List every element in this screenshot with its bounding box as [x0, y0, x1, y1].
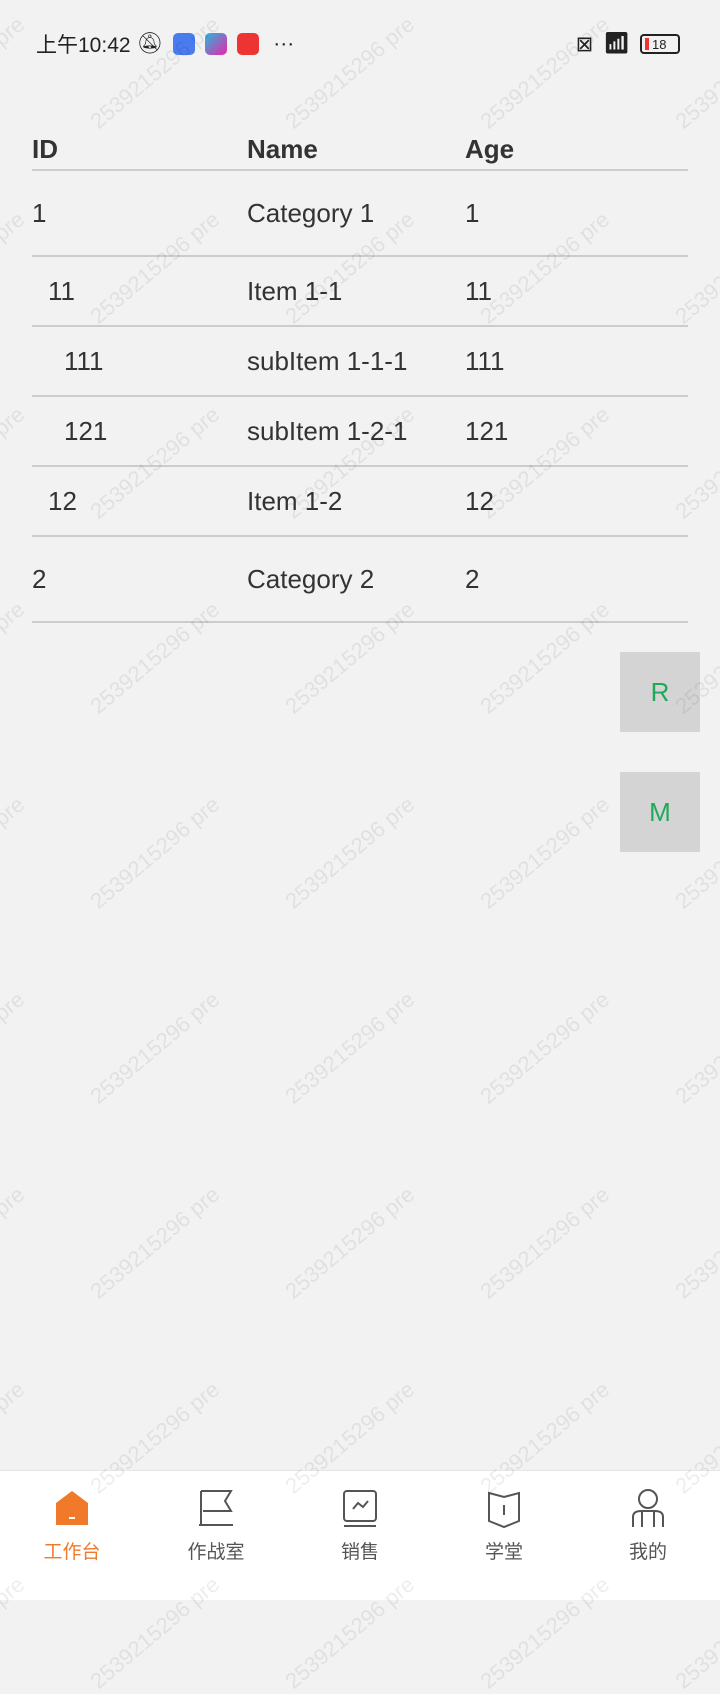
nav-label: 销售 — [340, 1542, 379, 1563]
app-notification-icon — [205, 33, 228, 55]
header-age: Age — [465, 128, 688, 171]
flag-icon — [199, 1490, 233, 1526]
watermark: 2539215296 pre — [0, 986, 30, 1109]
watermark: 2539215296 pre — [85, 986, 225, 1109]
header-id: ID — [32, 128, 247, 171]
app-notification-icon — [173, 33, 196, 55]
table-row[interactable]: 121 subItem 1-2-1 121 — [32, 396, 688, 467]
cell-age: 121 — [465, 396, 688, 467]
header-name: Name — [247, 128, 465, 171]
cell-id: 2 — [32, 536, 247, 623]
watermark: 2539215296 pre — [85, 791, 225, 914]
battery-level: 18 — [652, 36, 667, 52]
cell-name: Category 2 — [247, 536, 465, 623]
cell-name: Item 1-1 — [247, 256, 465, 327]
mute-icon: 🔕︎ — [136, 32, 164, 55]
cell-age: 2 — [465, 536, 688, 623]
watermark: 2539215296 pre — [475, 1181, 615, 1304]
app-notification-icon — [237, 33, 260, 55]
tree-table: ID Name Age 1 Category 1 1 11 Item 1-1 11 111 s… — [32, 128, 688, 623]
watermark: 2539215296 pre — [475, 986, 615, 1109]
battery-icon: 18 — [640, 34, 680, 54]
watermark: 2539215296 pre — [85, 1181, 225, 1304]
watermark: 2539215296 pre — [280, 986, 420, 1109]
cell-id: 1 — [32, 170, 247, 257]
nav-item-academy[interactable]: 学堂 — [432, 1471, 576, 1600]
nav-item-war-room[interactable]: 作战室 — [144, 1471, 288, 1600]
watermark: 2539215296 pre — [0, 11, 30, 134]
cell-id: 12 — [32, 466, 247, 537]
cell-id: 11 — [32, 256, 247, 327]
cell-name: Item 1-2 — [247, 466, 465, 537]
watermark: 2539215296 pre — [280, 1181, 420, 1304]
more-icon: ··· — [273, 32, 295, 55]
nav-label: 作战室 — [187, 1542, 245, 1563]
cell-id: 111 — [32, 326, 247, 397]
cell-age: 11 — [465, 256, 688, 327]
watermark: 2539215296 pre — [0, 206, 30, 329]
home-icon — [56, 1491, 88, 1525]
chart-icon — [343, 1490, 377, 1527]
table-row[interactable]: 11 Item 1-1 11 — [32, 256, 688, 327]
watermark: 2539215296 pre — [280, 791, 420, 914]
watermark: 2539215296 pre — [475, 791, 615, 914]
m-button[interactable]: M — [620, 772, 700, 852]
watermark: 2539215296 pre — [0, 791, 30, 914]
user-icon — [632, 1489, 664, 1527]
status-bar: 上午10:42 🔕︎ ··· ⊠ 📶︎ 18 — [36, 28, 680, 60]
nav-item-me[interactable]: 我的 — [576, 1471, 720, 1600]
nav-label: 我的 — [628, 1542, 667, 1563]
table-row[interactable]: 12 Item 1-2 12 — [32, 466, 688, 537]
cell-age: 111 — [465, 326, 688, 397]
watermark: 2539215296 pre — [670, 1182, 720, 1304]
cell-name: Category 1 — [247, 170, 465, 257]
watermark: 2539215296 pre — [0, 401, 30, 524]
cell-age: 12 — [465, 466, 688, 537]
status-time: 上午10:42 — [36, 34, 131, 57]
wifi-icon: 📶︎ — [603, 32, 630, 55]
watermark: 2539215296 pre — [670, 987, 720, 1109]
cell-name: subItem 1-1-1 — [247, 326, 465, 397]
cell-name: subItem 1-2-1 — [247, 396, 465, 467]
watermark: 2539215296 pre — [0, 1181, 30, 1304]
book-icon — [488, 1491, 520, 1529]
nav-label: 学堂 — [484, 1542, 523, 1563]
no-sim-icon: ⊠ — [575, 32, 594, 56]
bottom-nav: 工作台 作战室 销售 学堂 我的 — [0, 1470, 720, 1600]
cell-age: 1 — [465, 170, 688, 257]
nav-label: 工作台 — [43, 1542, 101, 1563]
nav-item-sales[interactable]: 销售 — [288, 1471, 432, 1600]
r-button[interactable]: R — [620, 652, 700, 732]
nav-item-workbench[interactable]: 工作台 — [0, 1471, 144, 1600]
watermark: 2539215296 pre — [0, 596, 30, 719]
table-row[interactable]: 111 subItem 1-1-1 111 — [32, 326, 688, 397]
cell-id: 121 — [32, 396, 247, 467]
